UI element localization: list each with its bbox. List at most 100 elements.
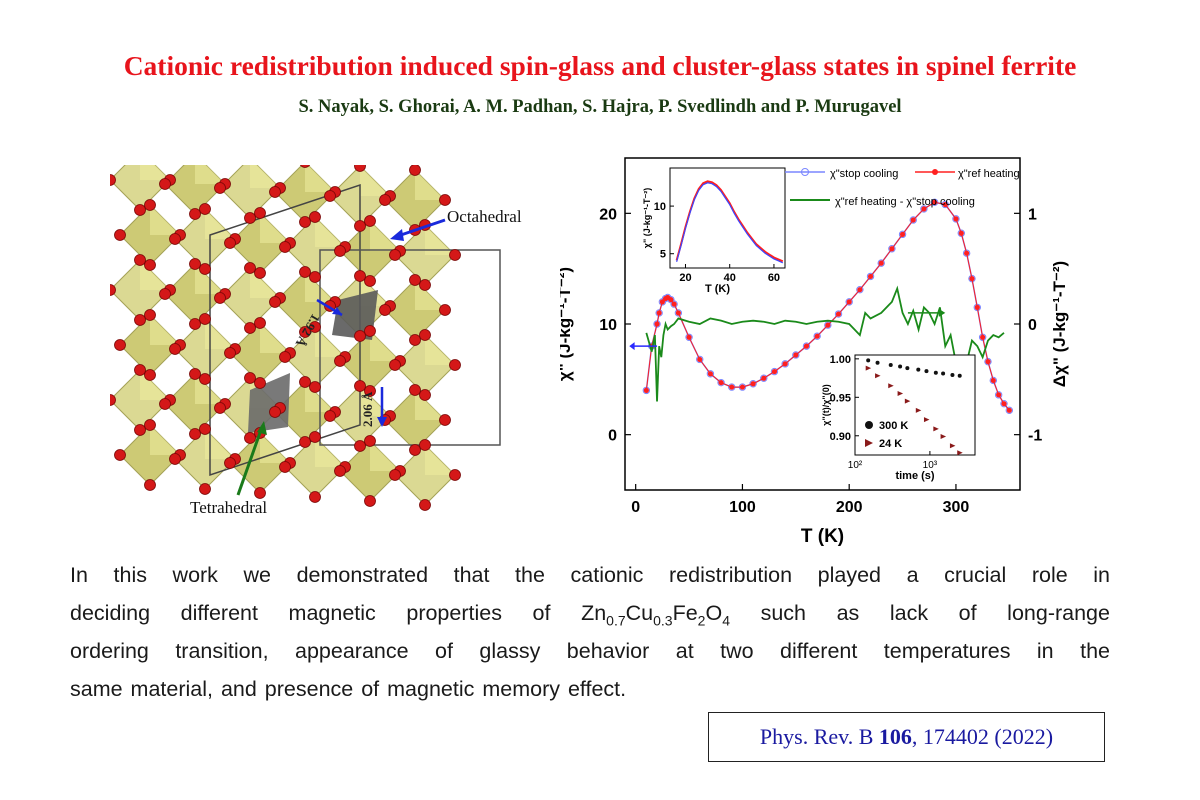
tetrahedral-label: Tetrahedral	[190, 498, 267, 517]
point-24K	[904, 398, 911, 404]
oxygen-atom	[354, 440, 366, 452]
point-ref-heating	[953, 216, 959, 222]
oxygen-atom	[269, 186, 281, 198]
oxygen-atom	[254, 317, 266, 329]
oxygen-atom	[379, 194, 391, 206]
point-ref-heating	[686, 334, 692, 340]
oxygen-atom	[114, 449, 126, 461]
point-ref-heating	[825, 322, 831, 328]
point-stop-cooling	[685, 333, 693, 341]
oxygen-atom	[354, 220, 366, 232]
citation-rest: , 174402 (2022)	[911, 724, 1054, 749]
point-ref-heating	[835, 311, 842, 317]
oxygen-atom	[449, 249, 461, 261]
point-24K	[923, 417, 930, 423]
point-ref-heating	[969, 276, 975, 282]
point-ref-heating	[656, 310, 662, 316]
point-ref-heating	[889, 246, 895, 252]
oxygen-atom	[354, 330, 366, 342]
oxygen-atom	[449, 359, 461, 371]
y2-tick-label: 0	[1028, 317, 1037, 334]
oxygen-atom	[199, 263, 211, 275]
oxygen-atom	[189, 208, 201, 220]
oxygen-atom	[299, 266, 311, 278]
oxygen-atom	[199, 203, 211, 215]
volume-number: 106	[878, 724, 912, 749]
point-stop-cooling	[760, 374, 768, 382]
inset-y-tick: 0.90	[830, 431, 851, 443]
oxygen-atom	[144, 369, 156, 381]
oxygen-atom	[279, 241, 291, 253]
point-ref-heating	[1001, 401, 1007, 407]
oxygen-atom	[419, 439, 431, 451]
point-stop-cooling	[957, 229, 965, 237]
oxygen-atom	[159, 398, 171, 410]
oxygen-atom	[254, 377, 266, 389]
oxygen-atom	[279, 461, 291, 473]
oxygen-atom	[110, 394, 116, 406]
point-24K	[957, 450, 963, 456]
inset-x-tick: 60	[768, 272, 780, 284]
oxygen-atom	[254, 487, 266, 499]
oxygen-atom	[244, 322, 256, 334]
oxygen-atom	[224, 347, 236, 359]
point-ref-heating	[857, 287, 863, 293]
point-ref-heating	[671, 301, 677, 307]
oxygen-atom	[269, 406, 281, 418]
oxygen-atom	[224, 457, 236, 469]
x-tick-label: 200	[836, 499, 863, 516]
oxygen-atom	[334, 355, 346, 367]
oxygen-atom	[309, 271, 321, 283]
chemical-formula: Zn0.7Cu0.3Fe2O4	[581, 601, 730, 629]
oxygen-atom	[110, 174, 116, 186]
point-stop-cooling	[909, 216, 917, 224]
point-stop-cooling	[670, 300, 678, 308]
oxygen-atom	[309, 211, 321, 223]
oxygen-atom	[134, 314, 146, 326]
oxygen-atom	[419, 389, 431, 401]
oxygen-atom	[389, 359, 401, 371]
inset-y-label: χ" (J-kg⁻¹-T⁻²)	[642, 188, 652, 248]
oxygen-atom	[439, 414, 451, 426]
oxygen-atom	[364, 385, 376, 397]
point-stop-cooling	[984, 357, 992, 366]
oxygen-atom	[169, 233, 181, 245]
oxygen-atom	[244, 432, 256, 444]
inset-x-tick: 10³	[923, 460, 938, 471]
point-ref-heating	[697, 356, 703, 363]
point-ref-heating	[931, 199, 938, 205]
chart-legend: χ"stop cooling χ"ref heating χ"ref heating…	[785, 168, 1020, 208]
inset-y-label: χ"(t)/χ"(0)	[821, 384, 831, 425]
abstract-line: deciding different magnetic properties o…	[70, 601, 1110, 629]
point-stop-cooling	[674, 309, 683, 317]
point-300K	[866, 358, 871, 363]
oxygen-atom	[419, 499, 431, 511]
point-ref-heating	[974, 304, 980, 310]
oxygen-atom	[334, 245, 346, 257]
oxygen-atom	[299, 376, 311, 388]
oxygen-atom	[419, 279, 431, 291]
point-300K	[941, 371, 946, 376]
point-300K	[898, 364, 903, 369]
point-24K	[940, 434, 947, 440]
point-stop-cooling	[989, 376, 998, 385]
point-ref-heating	[771, 368, 778, 375]
point-ref-heating	[750, 381, 756, 387]
point-300K	[875, 360, 880, 365]
point-24K	[949, 443, 956, 449]
point-stop-cooling	[717, 378, 725, 387]
abstract-line: In this work we demonstrated that the ca…	[70, 563, 1110, 587]
point-ref-heating	[814, 333, 820, 339]
author-list: S. Nayak, S. Ghorai, A. M. Padhan, S. Ha…	[298, 97, 902, 117]
oxygen-atom	[324, 410, 336, 422]
oxygen-atom	[389, 469, 401, 481]
oxygen-atom	[110, 284, 116, 296]
oxygen-atom	[144, 259, 156, 271]
oxygen-atom	[309, 491, 321, 503]
oxygen-atom	[439, 304, 451, 316]
point-stop-cooling	[781, 360, 789, 368]
point-ref-heating	[1006, 407, 1012, 413]
susceptibility-chart: 0 100 200 300 0 10 20 -1 0 1 20 40 60 5 10 T (K) χ" (J-…	[560, 157, 1069, 547]
point-ref-heating	[707, 371, 714, 377]
point-ref-heating	[867, 273, 874, 280]
